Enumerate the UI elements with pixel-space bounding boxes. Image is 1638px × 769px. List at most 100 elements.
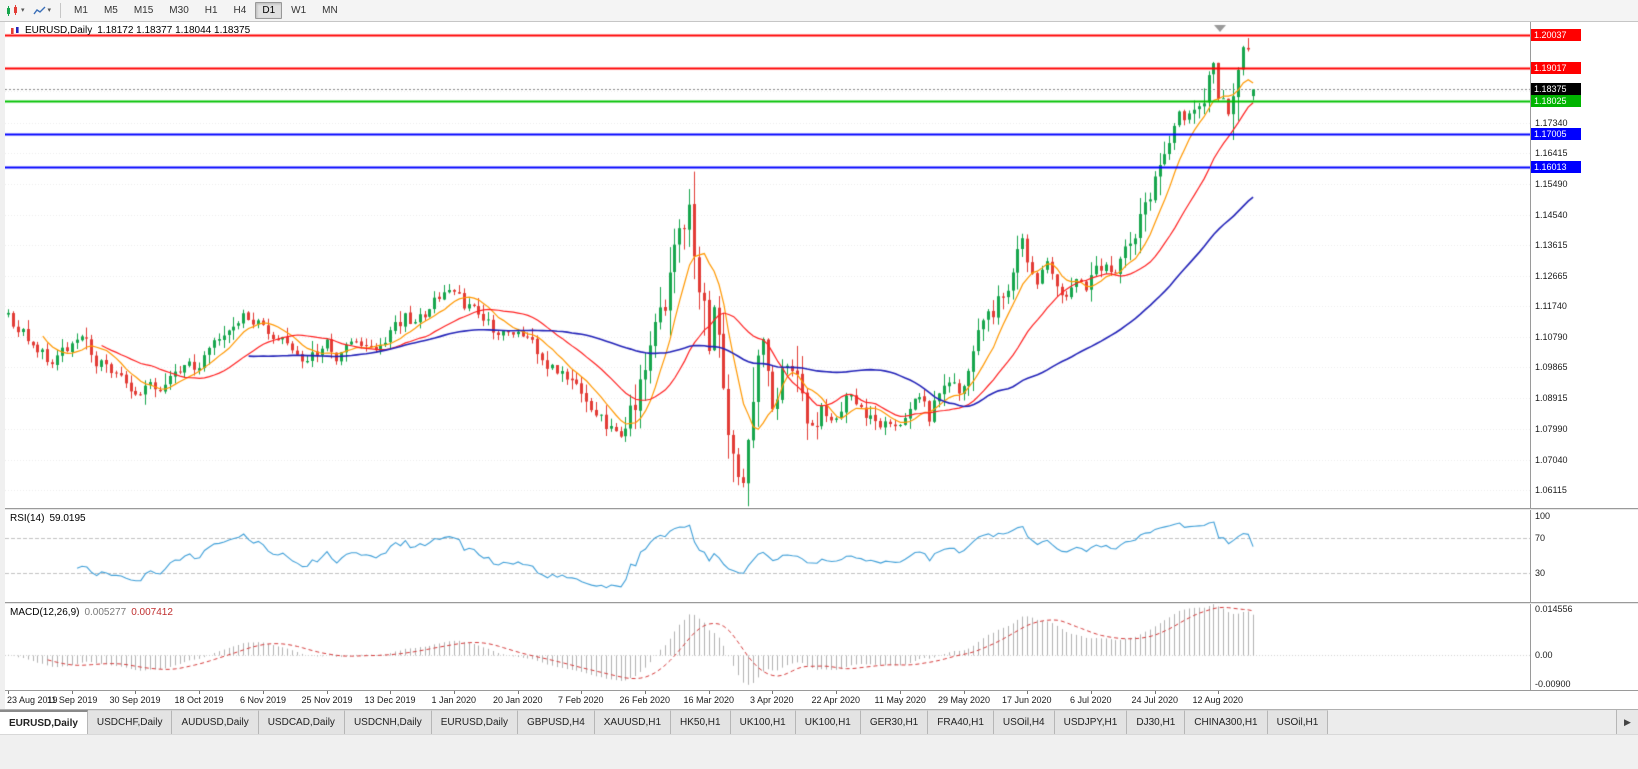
timeframe-button-h4[interactable]: H4 xyxy=(233,5,247,16)
time-axis-tick xyxy=(72,691,73,694)
price-tag: 1.18375 xyxy=(1531,83,1581,96)
price-axis[interactable]: 1.183151.173401.164151.154901.145401.136… xyxy=(1530,22,1638,508)
macd-axis-label: 0.00 xyxy=(1535,649,1553,660)
price-axis-label: 1.12665 xyxy=(1535,270,1568,281)
date-label: 22 Apr 2020 xyxy=(811,695,861,705)
date-label: 23 Aug 2019 xyxy=(7,695,58,705)
date-label: 6 Nov 2019 xyxy=(240,695,287,705)
price-axis-label: 1.11740 xyxy=(1535,301,1567,312)
chart-tab[interactable]: XAUUSD,H1 xyxy=(594,710,672,734)
macd-signal-value: 0.007412 xyxy=(131,607,173,618)
time-axis-tick xyxy=(1027,691,1028,694)
price-chart-panel: EURUSD,Daily 1.18172 1.18377 1.18044 1.1… xyxy=(5,22,1638,508)
time-axis-tick xyxy=(518,691,519,694)
chart-tab[interactable]: UK100,H1 xyxy=(795,710,861,734)
chart-tab[interactable]: GBPUSD,H4 xyxy=(517,710,595,734)
date-label: 20 Jan 2020 xyxy=(493,695,543,705)
tab-scroll-right-button[interactable]: ▶ xyxy=(1616,710,1638,734)
rsi-axis-label: 100 xyxy=(1535,511,1551,521)
chart-tab[interactable]: UK100,H1 xyxy=(730,710,796,734)
macd-canvas[interactable] xyxy=(5,604,1530,690)
date-label: 1 Jan 2020 xyxy=(431,695,477,705)
chart-tab[interactable]: EURUSD,Daily xyxy=(0,710,88,734)
rsi-axis-label: 30 xyxy=(1535,568,1546,579)
chart-ohlc-title: EURUSD,Daily 1.18172 1.18377 1.18044 1.1… xyxy=(10,25,250,36)
chart-tab[interactable]: EURUSD,Daily xyxy=(431,710,518,734)
timeframe-button-d1[interactable]: D1 xyxy=(255,2,283,19)
rsi-axis[interactable]: 100 70 30 xyxy=(1530,510,1638,602)
rsi-name: RSI(14) xyxy=(10,513,45,524)
date-label: 18 Oct 2019 xyxy=(174,695,224,705)
chart-tab[interactable]: USDCNH,Daily xyxy=(344,710,432,734)
time-axis-tick xyxy=(135,691,136,694)
price-axis-label: 1.15490 xyxy=(1535,178,1568,189)
time-axis-tick xyxy=(900,691,901,694)
price-axis-label: 1.07040 xyxy=(1535,454,1568,465)
timeframe-button-m1[interactable]: M1 xyxy=(74,5,88,16)
price-chart-canvas[interactable] xyxy=(5,22,1530,508)
candlestick-chart-icon xyxy=(6,4,19,17)
price-tag: 1.19017 xyxy=(1531,62,1581,75)
date-label: 24 Jul 2020 xyxy=(1131,695,1179,705)
profiles-button[interactable]: ▾ xyxy=(29,2,56,20)
macd-axis[interactable]: 0.014556 0.00 -0.00900 xyxy=(1530,604,1638,690)
chart-tab[interactable]: USOil,H4 xyxy=(993,710,1055,734)
chart-tab[interactable]: FRA40,H1 xyxy=(928,710,994,734)
rsi-panel: RSI(14) 59.0195 100 70 30 xyxy=(5,510,1638,602)
price-axis-label: 1.10790 xyxy=(1535,332,1568,343)
chart-tab[interactable]: GER30,H1 xyxy=(860,710,929,734)
date-label: 11 May 2020 xyxy=(874,695,926,705)
chart-ohlc-values: 1.18172 1.18377 1.18044 1.18375 xyxy=(97,25,251,36)
time-axis[interactable]: 23 Aug 2019 11 Sep 2019 30 Sep 2019 18 Oct … xyxy=(5,690,1638,709)
price-tag: 1.17005 xyxy=(1531,128,1581,141)
timeframe-toolbar: M1 M5 M15 M30 H1 H4 D1 W1 MN xyxy=(66,2,346,19)
panel-splitter[interactable] xyxy=(5,602,1638,604)
new-chart-button[interactable]: ▾ xyxy=(2,2,29,20)
price-axis-label: 1.08915 xyxy=(1535,393,1568,404)
chart-tab[interactable]: USOil,H1 xyxy=(1267,710,1329,734)
timeframe-button-mn[interactable]: MN xyxy=(322,5,338,16)
date-label: 30 Sep 2019 xyxy=(109,695,161,705)
chevron-down-icon: ▾ xyxy=(47,7,52,14)
date-label: 6 Jul 2020 xyxy=(1070,695,1112,705)
price-axis-label: 1.09865 xyxy=(1535,362,1568,373)
date-label: 11 Sep 2019 xyxy=(47,695,98,705)
line-chart-icon xyxy=(32,5,46,17)
chart-tab[interactable]: HK50,H1 xyxy=(671,710,731,734)
price-tag: 1.20037 xyxy=(1531,29,1581,42)
timeframe-button-m30[interactable]: M30 xyxy=(169,5,189,16)
chart-tab-bar: EURUSD,Daily USDCHF,Daily AUDUSD,Daily USDC… xyxy=(0,709,1638,734)
chart-tab[interactable]: AUDUSD,Daily xyxy=(172,710,259,734)
price-axis-label: 1.16415 xyxy=(1535,148,1568,159)
time-axis-tick xyxy=(327,691,328,694)
time-axis-tick xyxy=(772,691,773,694)
price-axis-label: 1.14540 xyxy=(1535,209,1568,220)
time-axis-tick xyxy=(199,691,200,694)
timeframe-button-m5[interactable]: M5 xyxy=(103,5,118,16)
price-axis-label: 1.07990 xyxy=(1535,423,1568,434)
rsi-axis-label: 70 xyxy=(1535,533,1546,544)
rsi-canvas[interactable] xyxy=(5,510,1530,602)
timeframe-button-h1[interactable]: H1 xyxy=(204,5,218,16)
time-axis-tick xyxy=(709,691,710,694)
price-axis-label: 1.17340 xyxy=(1535,118,1568,129)
date-label: 26 Feb 2020 xyxy=(619,695,671,705)
timeframe-button-w1[interactable]: W1 xyxy=(291,5,307,16)
chart-tab[interactable]: CHINA300,H1 xyxy=(1185,710,1268,734)
timeframe-button-m15[interactable]: M15 xyxy=(133,5,154,16)
date-label: 16 Mar 2020 xyxy=(683,695,735,705)
chart-tab[interactable]: USDCHF,Daily xyxy=(87,710,173,734)
chart-tab[interactable]: DJ30,H1 xyxy=(1127,710,1186,734)
date-label: 12 Aug 2020 xyxy=(1192,695,1244,705)
time-axis-tick xyxy=(390,691,391,694)
rsi-label: RSI(14) 59.0195 xyxy=(10,513,86,524)
date-label: 29 May 2020 xyxy=(938,695,991,705)
chart-tab[interactable]: USDCAD,Daily xyxy=(258,710,345,734)
panel-splitter[interactable] xyxy=(5,508,1638,510)
date-label: 13 Dec 2019 xyxy=(364,695,416,705)
chart-tab[interactable]: USDJPY,H1 xyxy=(1054,710,1128,734)
time-axis-tick xyxy=(645,691,646,694)
top-toolbar: ▾ ▾ M1 M5 M15 M30 H1 H4 D1 W1 MN xyxy=(0,0,1638,22)
time-axis-tick xyxy=(581,691,582,694)
